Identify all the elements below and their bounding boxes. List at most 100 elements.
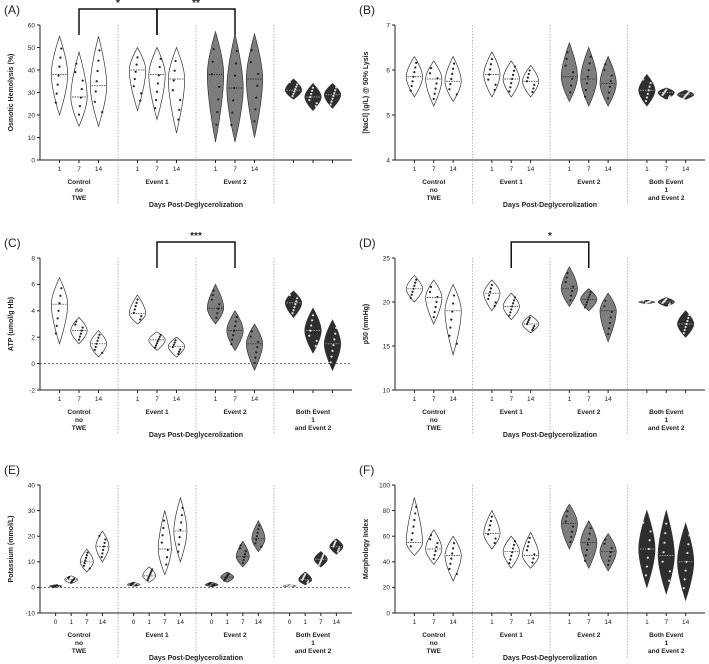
data-point bbox=[451, 310, 454, 313]
data-point bbox=[494, 537, 497, 540]
group-label: and Event 2 bbox=[648, 648, 685, 655]
x-tick-label: 7 bbox=[319, 619, 323, 626]
data-point bbox=[432, 315, 435, 319]
group-label: Control bbox=[67, 409, 90, 416]
x-tick-label: 14 bbox=[527, 166, 535, 173]
x-tick-label: 7 bbox=[432, 396, 436, 403]
data-point bbox=[59, 56, 62, 59]
data-point bbox=[513, 65, 517, 68]
data-point bbox=[311, 86, 315, 89]
data-point bbox=[133, 308, 136, 311]
data-point bbox=[209, 581, 212, 585]
data-point bbox=[528, 316, 531, 320]
data-point bbox=[409, 545, 412, 548]
x-tick-label: 14 bbox=[251, 166, 259, 173]
data-point bbox=[293, 306, 296, 309]
data-point bbox=[157, 74, 160, 77]
data-point bbox=[452, 302, 455, 305]
data-point bbox=[332, 545, 335, 548]
data-point bbox=[75, 62, 78, 65]
data-point bbox=[533, 553, 536, 556]
x-tick-label: 7 bbox=[233, 166, 237, 173]
data-point bbox=[329, 361, 332, 364]
data-point bbox=[93, 100, 96, 103]
group-label: and Event 2 bbox=[648, 195, 685, 202]
x-tick-label: 14 bbox=[605, 396, 613, 403]
y-tick-label: 40 bbox=[28, 482, 36, 489]
x-tick-label: 7 bbox=[587, 166, 591, 173]
data-point bbox=[436, 542, 439, 545]
data-point bbox=[309, 329, 312, 332]
data-point bbox=[448, 567, 451, 570]
data-point bbox=[609, 316, 612, 319]
x-tick-label: 1 bbox=[214, 396, 218, 403]
data-point bbox=[212, 289, 215, 292]
data-point bbox=[243, 555, 246, 559]
data-point bbox=[511, 547, 515, 550]
data-point bbox=[132, 581, 135, 584]
data-point bbox=[508, 314, 511, 317]
group-label: Event 1 bbox=[145, 179, 169, 186]
x-tick-label: 7 bbox=[587, 396, 591, 403]
data-point bbox=[668, 95, 672, 98]
data-point bbox=[94, 90, 97, 93]
data-point bbox=[686, 319, 689, 323]
data-point bbox=[493, 304, 496, 308]
violin bbox=[560, 266, 578, 308]
data-point bbox=[336, 550, 339, 553]
data-point bbox=[255, 96, 258, 99]
group-label: TWE bbox=[72, 425, 87, 432]
data-point bbox=[429, 534, 433, 537]
data-point bbox=[321, 556, 324, 559]
violin bbox=[560, 503, 578, 550]
data-point bbox=[533, 83, 536, 86]
data-point bbox=[74, 71, 77, 74]
data-point bbox=[687, 316, 690, 320]
data-point bbox=[157, 337, 160, 341]
data-point bbox=[177, 118, 180, 121]
data-point bbox=[67, 575, 71, 579]
group-label: 1 bbox=[664, 417, 668, 424]
data-point bbox=[177, 352, 180, 355]
y-tick-label: 6 bbox=[31, 282, 35, 289]
data-point bbox=[531, 561, 534, 564]
data-point bbox=[254, 356, 257, 359]
x-tick-label: 14 bbox=[173, 166, 181, 173]
data-point bbox=[57, 309, 60, 312]
data-point bbox=[165, 563, 168, 566]
data-point bbox=[136, 298, 139, 301]
data-point bbox=[171, 89, 174, 92]
data-point bbox=[332, 344, 335, 347]
data-point bbox=[74, 323, 77, 326]
x-tick-label: 14 bbox=[333, 619, 341, 626]
x-tick-label: 1 bbox=[136, 166, 140, 173]
y-tick-label: 15 bbox=[383, 343, 391, 350]
data-point bbox=[211, 60, 214, 63]
data-point bbox=[148, 575, 151, 578]
data-point bbox=[608, 321, 612, 325]
data-point bbox=[154, 344, 158, 347]
data-point bbox=[215, 123, 218, 126]
data-point bbox=[232, 99, 235, 102]
panel-b: (B) 4 5 6 7 [NaCl] (g/L) @ 50% Lysis 1 7 14 Contr… bbox=[359, 3, 705, 209]
data-point bbox=[432, 557, 435, 561]
data-point bbox=[55, 92, 58, 95]
panel-label: (B) bbox=[359, 3, 375, 17]
data-point bbox=[60, 287, 63, 290]
data-point bbox=[84, 556, 88, 559]
group-label: Event 2 bbox=[577, 179, 601, 186]
data-point bbox=[133, 77, 136, 81]
group-label: Event 1 bbox=[500, 409, 524, 416]
data-point bbox=[609, 551, 612, 554]
data-point bbox=[218, 303, 221, 306]
data-point bbox=[448, 88, 451, 91]
data-point bbox=[159, 333, 162, 336]
data-point bbox=[232, 86, 236, 90]
data-point bbox=[688, 534, 691, 537]
data-point bbox=[571, 285, 575, 288]
data-point bbox=[291, 312, 294, 315]
data-point bbox=[433, 310, 436, 314]
data-point bbox=[571, 77, 574, 81]
